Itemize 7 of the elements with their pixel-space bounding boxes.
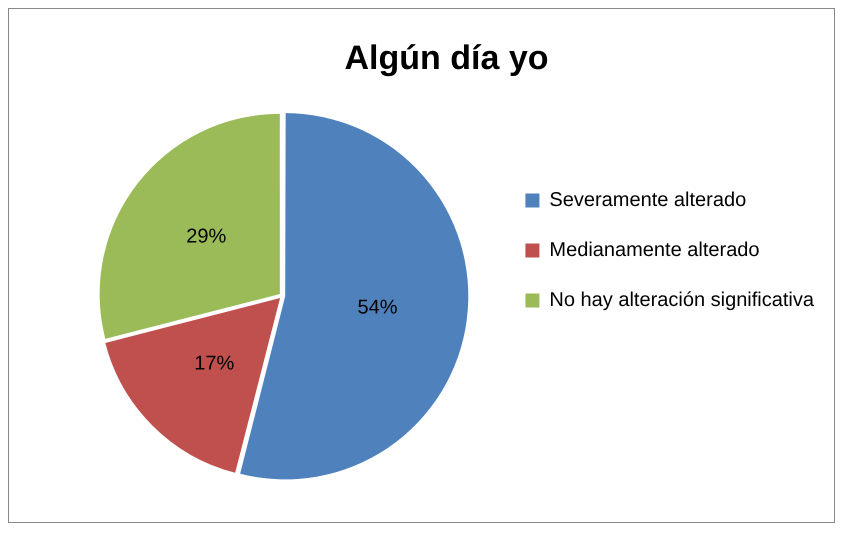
- data-label: 54%: [357, 296, 398, 318]
- data-label: 29%: [186, 226, 227, 248]
- data-label: 17%: [194, 352, 235, 374]
- legend-label: Medianamente alterado: [549, 239, 760, 262]
- legend-label: Severamente alterado: [549, 189, 746, 212]
- chart-title: Algún día yo: [344, 38, 548, 77]
- legend-label: No hay alteración significativa: [549, 289, 815, 312]
